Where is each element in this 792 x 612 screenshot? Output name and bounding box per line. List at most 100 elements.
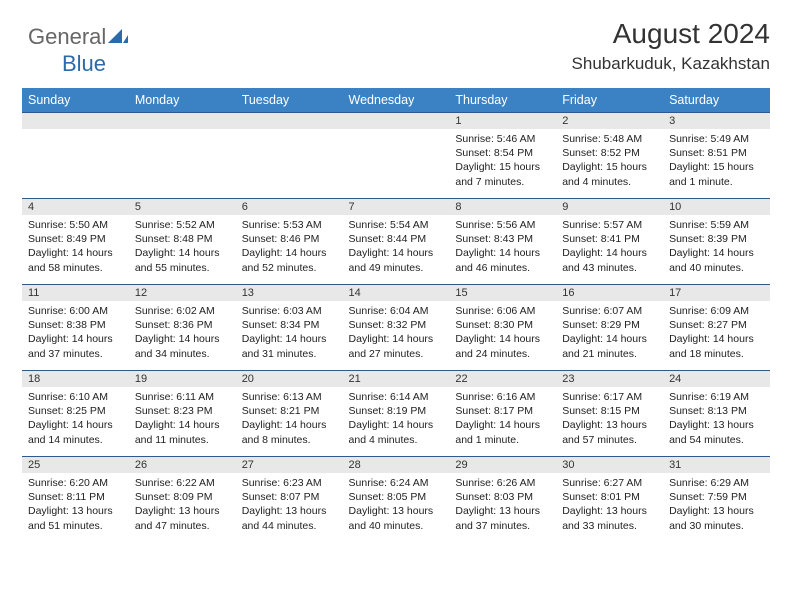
day-content: Sunrise: 5:56 AMSunset: 8:43 PMDaylight:…: [449, 215, 556, 279]
calendar-day: 11Sunrise: 6:00 AMSunset: 8:38 PMDayligh…: [22, 285, 129, 371]
sunset-text: Sunset: 8:21 PM: [242, 404, 337, 418]
calendar-header: August 2024 Shubarkuduk, Kazakhstan: [22, 18, 770, 74]
day-header: Sunday: [22, 88, 129, 113]
calendar-day: 6Sunrise: 5:53 AMSunset: 8:46 PMDaylight…: [236, 199, 343, 285]
daylight-text: Daylight: 14 hours and 43 minutes.: [562, 246, 657, 274]
calendar-day: [236, 113, 343, 199]
daylight-text: Daylight: 14 hours and 58 minutes.: [28, 246, 123, 274]
day-number: 4: [22, 199, 129, 215]
day-content: Sunrise: 6:24 AMSunset: 8:05 PMDaylight:…: [343, 473, 450, 537]
sunset-text: Sunset: 8:38 PM: [28, 318, 123, 332]
day-number: [22, 113, 129, 129]
daylight-text: Daylight: 14 hours and 37 minutes.: [28, 332, 123, 360]
day-content: Sunrise: 5:48 AMSunset: 8:52 PMDaylight:…: [556, 129, 663, 193]
calendar-day: 1Sunrise: 5:46 AMSunset: 8:54 PMDaylight…: [449, 113, 556, 199]
sunset-text: Sunset: 8:11 PM: [28, 490, 123, 504]
sunrise-text: Sunrise: 6:20 AM: [28, 476, 123, 490]
calendar-day: 10Sunrise: 5:59 AMSunset: 8:39 PMDayligh…: [663, 199, 770, 285]
calendar-day: 3Sunrise: 5:49 AMSunset: 8:51 PMDaylight…: [663, 113, 770, 199]
day-number: 16: [556, 285, 663, 301]
daylight-text: Daylight: 14 hours and 27 minutes.: [349, 332, 444, 360]
sunrise-text: Sunrise: 6:27 AM: [562, 476, 657, 490]
day-number: 10: [663, 199, 770, 215]
day-number: 15: [449, 285, 556, 301]
daylight-text: Daylight: 14 hours and 46 minutes.: [455, 246, 550, 274]
location-label: Shubarkuduk, Kazakhstan: [22, 54, 770, 74]
calendar-day: 29Sunrise: 6:26 AMSunset: 8:03 PMDayligh…: [449, 457, 556, 543]
daylight-text: Daylight: 13 hours and 33 minutes.: [562, 504, 657, 532]
day-content: Sunrise: 6:10 AMSunset: 8:25 PMDaylight:…: [22, 387, 129, 451]
day-content: Sunrise: 5:57 AMSunset: 8:41 PMDaylight:…: [556, 215, 663, 279]
calendar-day: 7Sunrise: 5:54 AMSunset: 8:44 PMDaylight…: [343, 199, 450, 285]
day-content: Sunrise: 5:46 AMSunset: 8:54 PMDaylight:…: [449, 129, 556, 193]
day-number: 21: [343, 371, 450, 387]
sunrise-text: Sunrise: 6:04 AM: [349, 304, 444, 318]
day-number: 2: [556, 113, 663, 129]
sunset-text: Sunset: 8:54 PM: [455, 146, 550, 160]
calendar-day: 13Sunrise: 6:03 AMSunset: 8:34 PMDayligh…: [236, 285, 343, 371]
day-header: Saturday: [663, 88, 770, 113]
sunset-text: Sunset: 8:25 PM: [28, 404, 123, 418]
daylight-text: Daylight: 15 hours and 7 minutes.: [455, 160, 550, 188]
sunset-text: Sunset: 8:32 PM: [349, 318, 444, 332]
day-content: Sunrise: 6:26 AMSunset: 8:03 PMDaylight:…: [449, 473, 556, 537]
day-number: 13: [236, 285, 343, 301]
daylight-text: Daylight: 14 hours and 40 minutes.: [669, 246, 764, 274]
calendar-week: 11Sunrise: 6:00 AMSunset: 8:38 PMDayligh…: [22, 285, 770, 371]
day-content: Sunrise: 6:23 AMSunset: 8:07 PMDaylight:…: [236, 473, 343, 537]
sunrise-text: Sunrise: 5:52 AM: [135, 218, 230, 232]
day-header-row: SundayMondayTuesdayWednesdayThursdayFrid…: [22, 88, 770, 113]
calendar-day: 27Sunrise: 6:23 AMSunset: 8:07 PMDayligh…: [236, 457, 343, 543]
daylight-text: Daylight: 14 hours and 11 minutes.: [135, 418, 230, 446]
sail-icon: [108, 25, 128, 51]
brand-logo: General Blue: [28, 24, 128, 77]
sunrise-text: Sunrise: 6:00 AM: [28, 304, 123, 318]
day-number: 28: [343, 457, 450, 473]
calendar-day: 8Sunrise: 5:56 AMSunset: 8:43 PMDaylight…: [449, 199, 556, 285]
sunrise-text: Sunrise: 6:13 AM: [242, 390, 337, 404]
calendar-day: 14Sunrise: 6:04 AMSunset: 8:32 PMDayligh…: [343, 285, 450, 371]
sunset-text: Sunset: 8:13 PM: [669, 404, 764, 418]
day-header: Wednesday: [343, 88, 450, 113]
calendar-day: 9Sunrise: 5:57 AMSunset: 8:41 PMDaylight…: [556, 199, 663, 285]
day-number: 6: [236, 199, 343, 215]
calendar-day: 28Sunrise: 6:24 AMSunset: 8:05 PMDayligh…: [343, 457, 450, 543]
daylight-text: Daylight: 14 hours and 21 minutes.: [562, 332, 657, 360]
daylight-text: Daylight: 13 hours and 54 minutes.: [669, 418, 764, 446]
calendar-day: 25Sunrise: 6:20 AMSunset: 8:11 PMDayligh…: [22, 457, 129, 543]
calendar-week: 18Sunrise: 6:10 AMSunset: 8:25 PMDayligh…: [22, 371, 770, 457]
day-header: Thursday: [449, 88, 556, 113]
sunrise-text: Sunrise: 6:24 AM: [349, 476, 444, 490]
day-content: Sunrise: 6:14 AMSunset: 8:19 PMDaylight:…: [343, 387, 450, 451]
brand-part1: General: [28, 24, 106, 49]
sunset-text: Sunset: 8:17 PM: [455, 404, 550, 418]
day-content: Sunrise: 6:17 AMSunset: 8:15 PMDaylight:…: [556, 387, 663, 451]
day-content: Sunrise: 6:02 AMSunset: 8:36 PMDaylight:…: [129, 301, 236, 365]
sunrise-text: Sunrise: 5:50 AM: [28, 218, 123, 232]
calendar-day: 23Sunrise: 6:17 AMSunset: 8:15 PMDayligh…: [556, 371, 663, 457]
sunrise-text: Sunrise: 6:02 AM: [135, 304, 230, 318]
day-content: Sunrise: 5:49 AMSunset: 8:51 PMDaylight:…: [663, 129, 770, 193]
daylight-text: Daylight: 14 hours and 52 minutes.: [242, 246, 337, 274]
sunrise-text: Sunrise: 6:14 AM: [349, 390, 444, 404]
day-content: Sunrise: 6:27 AMSunset: 8:01 PMDaylight:…: [556, 473, 663, 537]
sunrise-text: Sunrise: 5:46 AM: [455, 132, 550, 146]
sunrise-text: Sunrise: 6:09 AM: [669, 304, 764, 318]
sunrise-text: Sunrise: 5:48 AM: [562, 132, 657, 146]
calendar-day: 26Sunrise: 6:22 AMSunset: 8:09 PMDayligh…: [129, 457, 236, 543]
day-number: 20: [236, 371, 343, 387]
sunrise-text: Sunrise: 6:26 AM: [455, 476, 550, 490]
sunset-text: Sunset: 8:15 PM: [562, 404, 657, 418]
day-header: Friday: [556, 88, 663, 113]
sunset-text: Sunset: 8:19 PM: [349, 404, 444, 418]
sunset-text: Sunset: 8:23 PM: [135, 404, 230, 418]
day-number: 29: [449, 457, 556, 473]
day-number: 12: [129, 285, 236, 301]
sunset-text: Sunset: 8:48 PM: [135, 232, 230, 246]
sunset-text: Sunset: 8:36 PM: [135, 318, 230, 332]
month-title: August 2024: [22, 18, 770, 50]
daylight-text: Daylight: 13 hours and 57 minutes.: [562, 418, 657, 446]
sunset-text: Sunset: 8:34 PM: [242, 318, 337, 332]
calendar-day: 12Sunrise: 6:02 AMSunset: 8:36 PMDayligh…: [129, 285, 236, 371]
calendar-week: 1Sunrise: 5:46 AMSunset: 8:54 PMDaylight…: [22, 113, 770, 199]
